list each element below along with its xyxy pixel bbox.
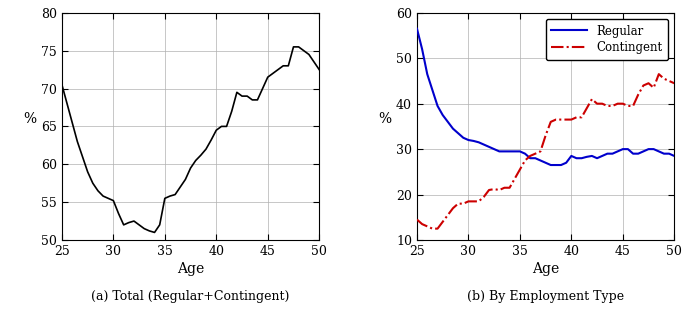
Regular xyxy=(413,27,421,31)
Contingent xyxy=(670,81,678,85)
Contingent xyxy=(500,186,508,190)
Contingent xyxy=(428,227,436,230)
Regular xyxy=(495,149,504,153)
Regular xyxy=(469,139,477,143)
Regular xyxy=(547,163,555,167)
Title: (b) By Employment Type: (b) By Employment Type xyxy=(467,290,624,303)
Contingent xyxy=(588,97,596,101)
Y-axis label: %: % xyxy=(378,112,391,126)
Regular xyxy=(670,154,678,158)
Contingent xyxy=(475,199,483,203)
Contingent xyxy=(655,72,663,76)
Legend: Regular, Contingent: Regular, Contingent xyxy=(546,19,668,60)
Contingent xyxy=(495,188,504,192)
Contingent xyxy=(665,79,674,83)
Y-axis label: %: % xyxy=(23,112,36,126)
Regular xyxy=(490,147,498,151)
Regular xyxy=(588,154,596,158)
Title: (a) Total (Regular+Contingent): (a) Total (Regular+Contingent) xyxy=(92,290,290,303)
Regular xyxy=(603,152,612,156)
X-axis label: Age: Age xyxy=(177,262,204,276)
Line: Regular: Regular xyxy=(417,29,674,165)
Contingent xyxy=(413,218,421,221)
Contingent xyxy=(603,104,612,108)
X-axis label: Age: Age xyxy=(532,262,559,276)
Regular xyxy=(665,152,674,156)
Line: Contingent: Contingent xyxy=(417,74,674,228)
